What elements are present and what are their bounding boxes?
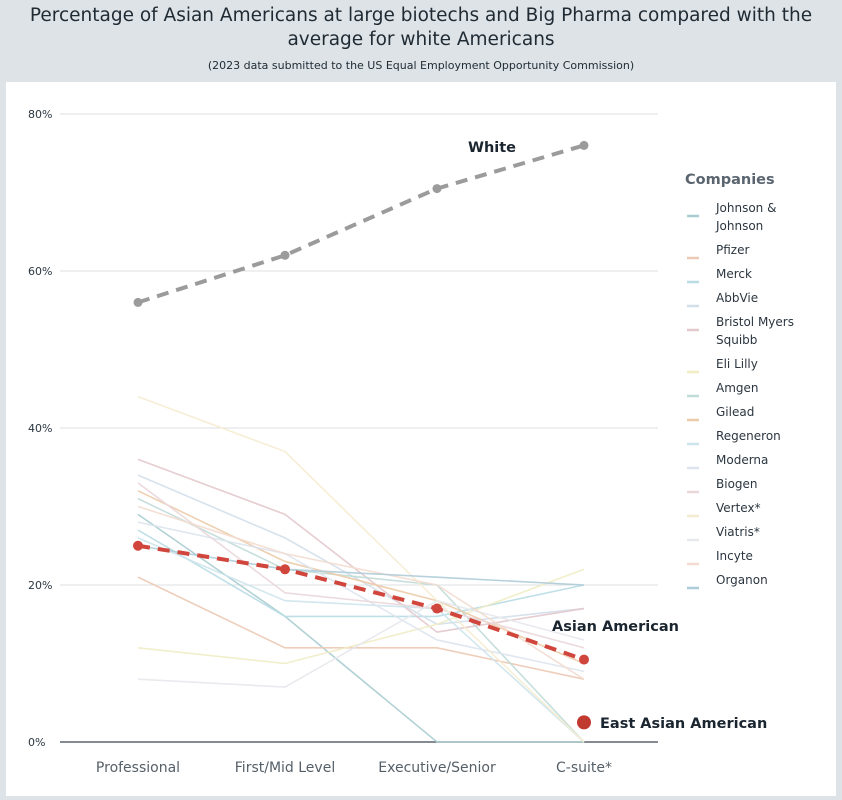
asian-american-data-point <box>579 654 589 665</box>
company-line <box>137 576 585 680</box>
asian-american-data-point <box>133 540 143 551</box>
x-tick-label: Professional <box>96 760 180 776</box>
legend-entry-label: AbbVie <box>716 291 758 305</box>
white-data-point <box>133 297 143 307</box>
legend-entry-label: Moderna <box>716 453 768 467</box>
chart-subtitle: (2023 data submitted to the US Equal Emp… <box>207 59 635 72</box>
company-line <box>137 513 584 743</box>
chart-title: Percentage of Asian Americans at large b… <box>29 5 813 50</box>
company-line <box>137 544 585 586</box>
x-tick-label: Executive/Senior <box>378 760 496 776</box>
white-series-line <box>137 143 585 305</box>
legend-entry-label: Biogen <box>716 477 758 491</box>
legend-entry-label: Viatris* <box>716 525 760 539</box>
company-line <box>137 599 585 688</box>
y-tick-label: 20% <box>28 579 52 592</box>
east-asian-american-label: East Asian American <box>600 716 767 732</box>
company-line <box>137 537 585 743</box>
asian-american-data-point <box>280 564 290 575</box>
y-tick-label: 60% <box>28 265 52 278</box>
legend-entry-label: Organon <box>716 573 768 587</box>
white-series-label: White <box>468 140 516 156</box>
line-chart: 0% 20% 40% 60% 80% Professional First/Mid Leve… <box>28 108 794 776</box>
asian-american-series-label: Asian American <box>552 619 679 635</box>
company-line <box>137 474 585 626</box>
legend-entry-label: Johnson <box>715 219 763 233</box>
x-tick-label: First/Mid Level <box>235 760 335 776</box>
asian-american-data-point <box>432 603 442 614</box>
y-tick-label: 0% <box>28 736 45 749</box>
x-tick-label: C-suite* <box>556 760 612 776</box>
company-line <box>137 395 585 743</box>
legend-entry-label: Eli Lilly <box>716 357 758 371</box>
white-data-point <box>280 250 290 260</box>
chart-panel: 0% 20% 40% 60% 80% Professional First/Mid Leve… <box>6 82 836 796</box>
legend-entry-label: Merck <box>716 267 752 281</box>
legend-entry-label: Pfizer <box>716 243 749 257</box>
legend-entry-label: Amgen <box>716 381 759 395</box>
company-line <box>137 529 585 618</box>
legend-entry-label: Incyte <box>716 549 753 563</box>
company-line <box>137 458 585 633</box>
east-asian-american-marker <box>577 715 591 730</box>
company-line <box>137 482 585 649</box>
white-data-point <box>579 140 589 150</box>
chart-header: Percentage of Asian Americans at large b… <box>0 0 842 82</box>
y-tick-label: 80% <box>28 108 52 121</box>
legend-entry-label: Gilead <box>716 405 754 419</box>
legend-entry-label: Squibb <box>716 333 757 347</box>
legend-title: Companies <box>685 172 775 188</box>
legend-entry-label: Regeneron <box>716 429 781 443</box>
legend-entry-label: Vertex* <box>716 501 761 515</box>
white-data-point <box>432 184 442 194</box>
y-tick-label: 40% <box>28 422 52 435</box>
legend-entry-label: Bristol Myers <box>716 315 794 329</box>
company-line <box>137 521 585 673</box>
asian-american-series-line <box>137 543 585 662</box>
legend-entry-label: Johnson & <box>715 201 776 215</box>
company-line <box>137 497 585 743</box>
